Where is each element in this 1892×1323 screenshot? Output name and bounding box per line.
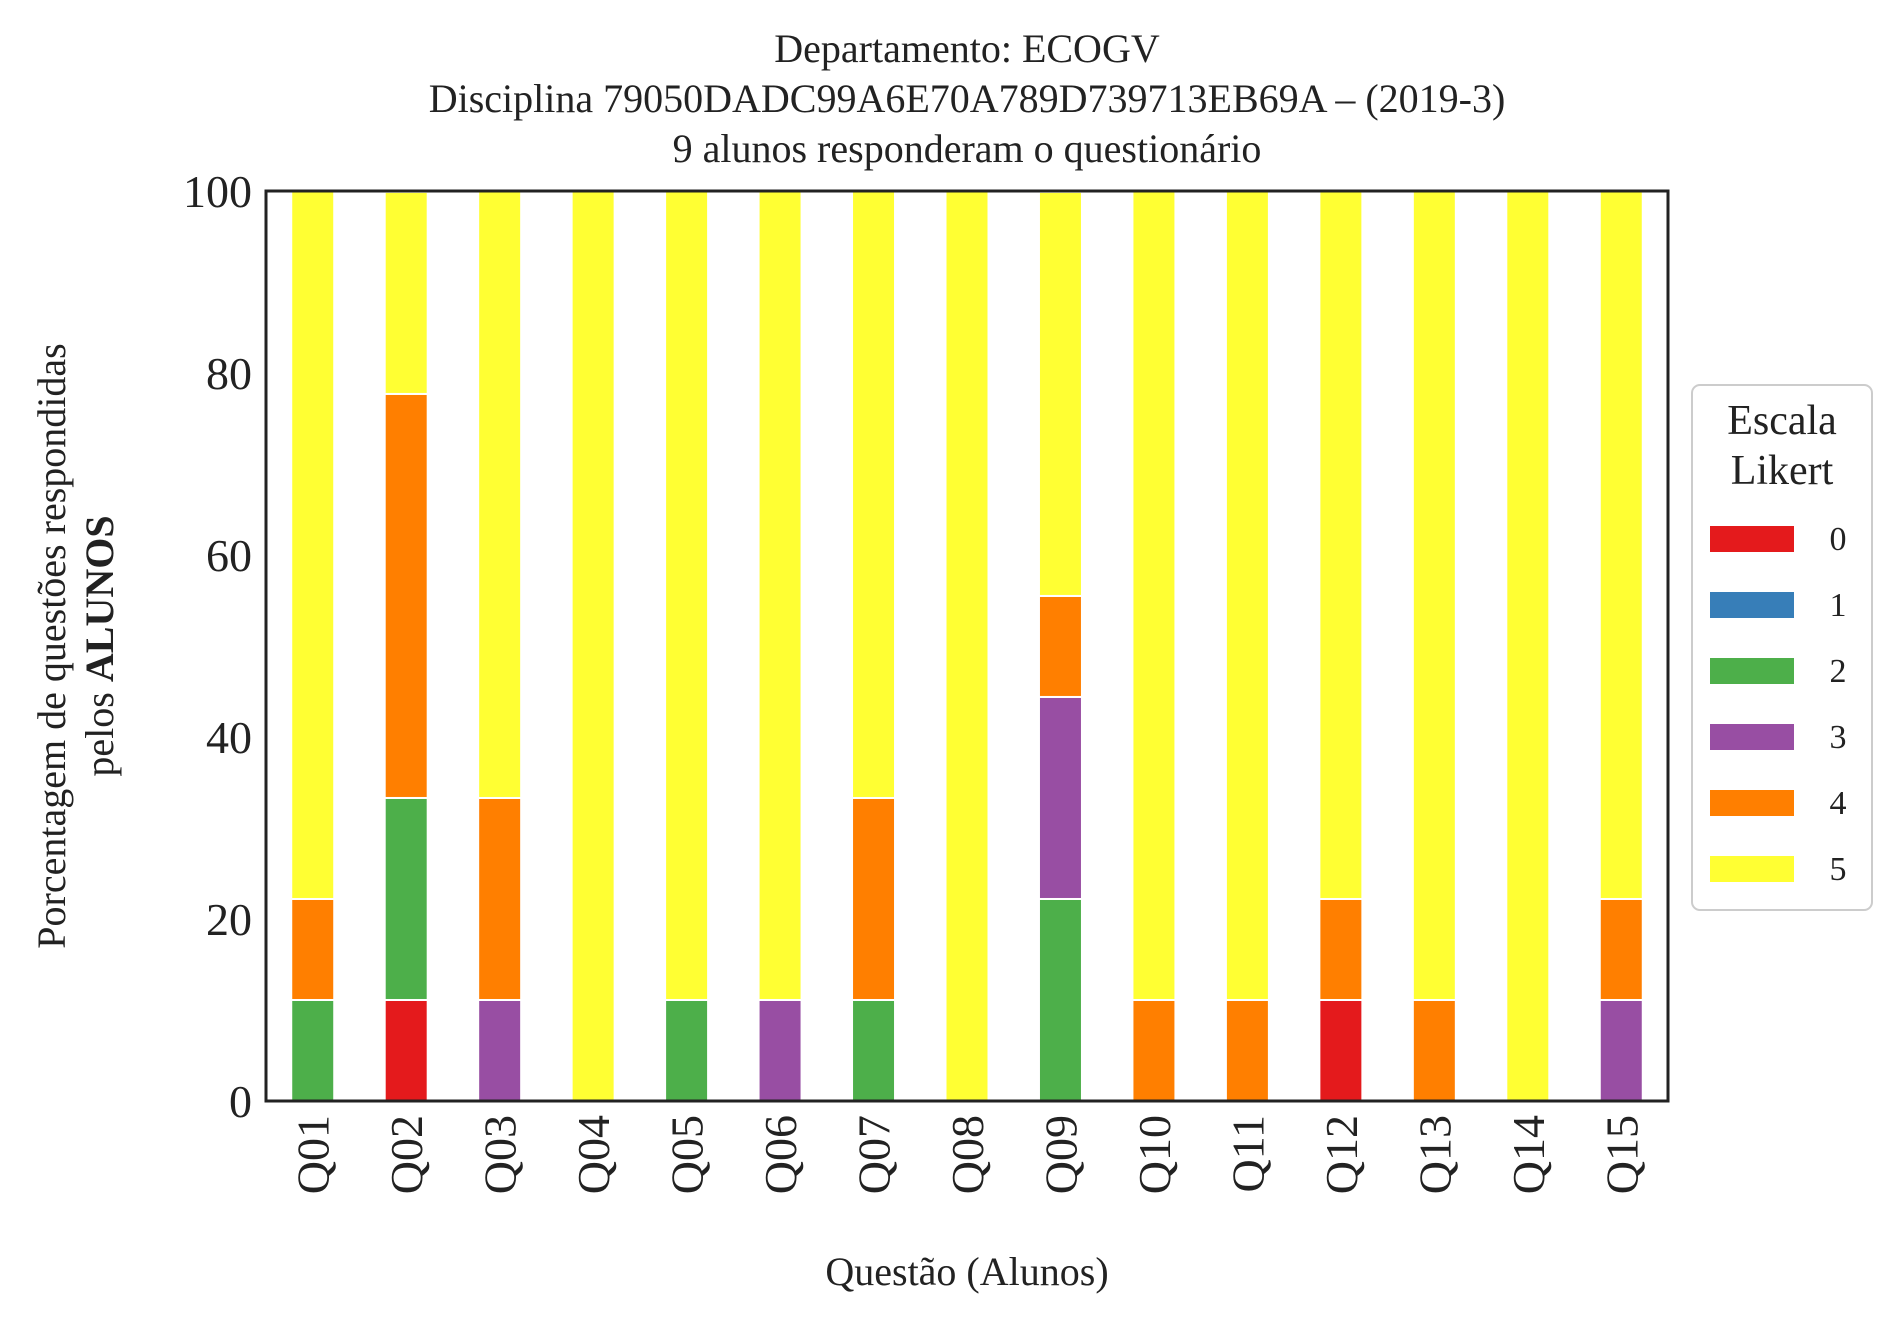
bar-q01-likert-5: [290, 190, 336, 900]
x-tick-label-q11: Q11: [1222, 1115, 1273, 1193]
bars-group: [290, 190, 1644, 1102]
legend-swatch-4: [1710, 790, 1794, 816]
y-tick-label: 100: [183, 166, 252, 217]
y-tick-label: 40: [206, 712, 252, 763]
x-tick-label-q06: Q06: [755, 1115, 806, 1194]
y-axis-label-bold: ALUNOS: [77, 515, 122, 682]
x-tick-label-q01: Q01: [288, 1115, 339, 1194]
bar-q13-likert-4: [1411, 998, 1457, 1102]
bar-q10-likert-4: [1131, 998, 1177, 1102]
y-tick-label: 20: [206, 894, 252, 945]
bar-q12-likert-5: [1318, 190, 1364, 900]
chart-title-line-3: 9 alunos responderam o questionário: [673, 126, 1262, 171]
legend-title-line-2: Likert: [1731, 448, 1834, 494]
bar-q07-likert-4: [851, 796, 897, 1001]
y-axis-label-prefix: pelos: [77, 682, 122, 776]
x-tick-label-q10: Q10: [1129, 1115, 1180, 1194]
y-tick-label: 0: [229, 1076, 252, 1127]
bar-q10-likert-5: [1131, 190, 1177, 1001]
y-tick-labels: 0 20 40 60 80 100: [183, 166, 252, 1127]
plot-frame: [264, 189, 1670, 1103]
x-tick-label-q15: Q15: [1596, 1115, 1647, 1194]
chart-title-line-2: Disciplina 79050DADC99A6E70A789D739713EB…: [429, 76, 1506, 121]
bar-q09-likert-2: [1037, 897, 1083, 1102]
bar-q05-likert-5: [664, 190, 710, 1001]
bar-q02-likert-2: [383, 796, 429, 1001]
legend-label-5: 5: [1830, 851, 1847, 888]
bar-q03-likert-4: [477, 796, 523, 1001]
bar-q09-likert-3: [1037, 695, 1083, 900]
bar-q02-likert-0: [383, 998, 429, 1102]
x-tick-label-q02: Q02: [381, 1115, 432, 1194]
y-tick-label: 60: [206, 530, 252, 581]
bar-q09-likert-4: [1037, 594, 1083, 698]
chart-title-line-1: Departamento: ECOGV: [774, 26, 1160, 71]
legend-label-0: 0: [1830, 521, 1847, 558]
legend-items: 0 1 2 3 4 5: [1710, 521, 1847, 888]
y-axis-label-line-1: Porcentagem de questões respondidas: [29, 343, 74, 948]
bar-q06-likert-3: [757, 998, 803, 1102]
y-axis-label-line-2: pelos ALUNOS: [77, 515, 122, 776]
bar-q13-likert-5: [1411, 190, 1457, 1001]
bar-q11-likert-5: [1224, 190, 1270, 1001]
bar-q15-likert-4: [1598, 897, 1644, 1001]
bar-q03-likert-3: [477, 998, 523, 1102]
x-tick-label-q13: Q13: [1409, 1115, 1460, 1194]
bar-q15-likert-5: [1598, 190, 1644, 900]
legend: Escala Likert 0 1 2 3 4 5: [1691, 384, 1873, 911]
bar-q14-likert-5: [1505, 190, 1551, 1102]
y-tick-label: 80: [206, 348, 252, 399]
bar-q05-likert-2: [664, 998, 710, 1102]
legend-box: [1691, 384, 1873, 911]
x-tick-label-q04: Q04: [568, 1115, 619, 1194]
bar-q02-likert-5: [383, 190, 429, 395]
x-tick-label-q12: Q12: [1316, 1115, 1367, 1194]
x-axis-label: Questão (Alunos): [825, 1249, 1108, 1294]
bar-q06-likert-5: [757, 190, 803, 1001]
bar-q12-likert-0: [1318, 998, 1364, 1102]
x-tick-label-q07: Q07: [849, 1115, 900, 1194]
bar-q01-likert-2: [290, 998, 336, 1102]
bar-q03-likert-5: [477, 190, 523, 799]
x-tick-label-q14: Q14: [1503, 1115, 1554, 1194]
legend-label-2: 2: [1830, 653, 1847, 690]
legend-label-1: 1: [1830, 587, 1847, 624]
bar-q11-likert-4: [1224, 998, 1270, 1102]
bar-q04-likert-5: [570, 190, 616, 1102]
bar-q01-likert-4: [290, 897, 336, 1001]
legend-label-4: 4: [1830, 785, 1847, 822]
legend-swatch-0: [1710, 526, 1794, 552]
x-tick-label-q03: Q03: [475, 1115, 526, 1194]
bar-q02-likert-4: [383, 392, 429, 799]
x-tick-label-q08: Q08: [942, 1115, 993, 1194]
legend-label-3: 3: [1830, 719, 1847, 756]
x-tick-label-q05: Q05: [662, 1115, 713, 1194]
x-tick-labels: Q01 Q02 Q03 Q04 Q05 Q06 Q07 Q08 Q09 Q10 Q11 Q12 Q13 Q…: [288, 1115, 1648, 1194]
bar-q15-likert-3: [1598, 998, 1644, 1102]
legend-title-line-1: Escala: [1727, 398, 1837, 444]
legend-swatch-3: [1710, 724, 1794, 750]
legend-swatch-1: [1710, 592, 1794, 618]
legend-swatch-5: [1710, 856, 1794, 882]
bar-q08-likert-5: [944, 190, 990, 1102]
bar-q07-likert-5: [851, 190, 897, 799]
bar-q09-likert-5: [1037, 190, 1083, 597]
y-axis-label: Porcentagem de questões respondidas pelo…: [29, 343, 122, 948]
bar-q12-likert-4: [1318, 897, 1364, 1001]
legend-swatch-2: [1710, 658, 1794, 684]
bar-q07-likert-2: [851, 998, 897, 1102]
x-tick-label-q09: Q09: [1035, 1115, 1086, 1194]
